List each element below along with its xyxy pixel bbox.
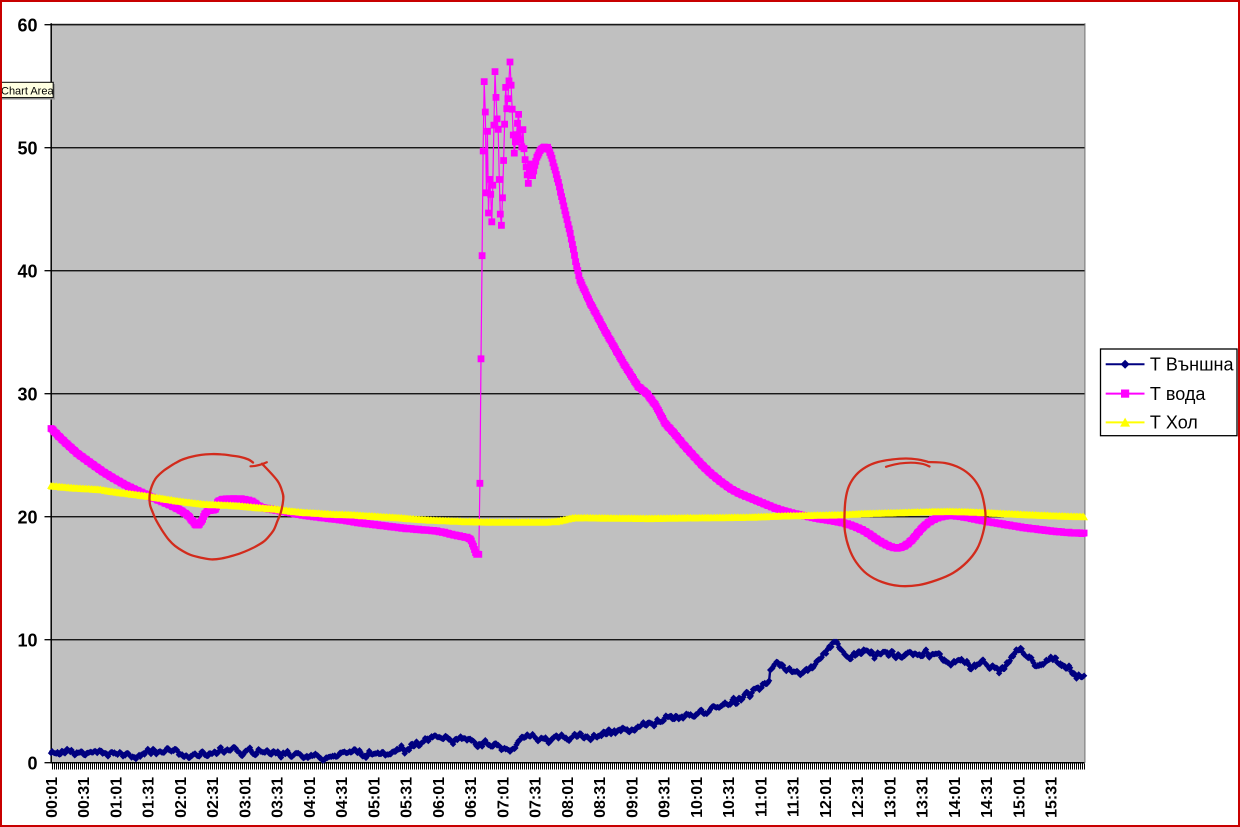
svg-text:Т Хол: Т Хол — [1150, 413, 1198, 433]
svg-text:Т вода: Т вода — [1150, 384, 1206, 404]
svg-text:08:31: 08:31 — [592, 777, 609, 818]
svg-text:05:01: 05:01 — [366, 777, 383, 818]
svg-text:10:01: 10:01 — [689, 777, 706, 818]
svg-text:08:01: 08:01 — [560, 777, 577, 818]
svg-text:11:31: 11:31 — [786, 777, 803, 817]
svg-text:20: 20 — [17, 507, 37, 527]
svg-text:11:01: 11:01 — [753, 777, 770, 817]
svg-text:15:01: 15:01 — [1011, 777, 1028, 818]
svg-text:15:31: 15:31 — [1044, 777, 1061, 818]
svg-text:0: 0 — [27, 753, 37, 773]
svg-text:06:01: 06:01 — [431, 777, 448, 818]
svg-text:04:31: 04:31 — [334, 777, 351, 818]
svg-text:07:31: 07:31 — [528, 777, 545, 818]
svg-text:10: 10 — [17, 630, 37, 650]
svg-text:12:31: 12:31 — [850, 777, 867, 818]
svg-text:40: 40 — [17, 261, 37, 281]
svg-text:00:01: 00:01 — [44, 777, 61, 818]
svg-text:13:31: 13:31 — [915, 777, 932, 818]
svg-text:02:01: 02:01 — [173, 777, 190, 818]
svg-text:09:31: 09:31 — [657, 777, 674, 818]
svg-text:07:01: 07:01 — [495, 777, 512, 818]
svg-text:00:31: 00:31 — [76, 777, 93, 818]
svg-text:06:31: 06:31 — [463, 777, 480, 818]
svg-text:13:01: 13:01 — [882, 777, 899, 818]
svg-text:03:31: 03:31 — [270, 777, 287, 818]
svg-text:02:31: 02:31 — [205, 777, 222, 818]
svg-text:60: 60 — [17, 15, 37, 35]
svg-text:Chart Area: Chart Area — [1, 85, 54, 97]
svg-text:Т Външна: Т Външна — [1150, 355, 1235, 375]
svg-text:09:01: 09:01 — [624, 777, 641, 818]
svg-text:01:01: 01:01 — [108, 777, 125, 818]
svg-text:30: 30 — [17, 384, 37, 404]
svg-text:04:01: 04:01 — [302, 777, 319, 818]
svg-text:14:01: 14:01 — [947, 777, 964, 818]
svg-text:01:31: 01:31 — [141, 777, 158, 818]
svg-text:50: 50 — [17, 138, 37, 158]
svg-text:05:31: 05:31 — [399, 777, 416, 818]
svg-text:03:01: 03:01 — [237, 777, 254, 818]
svg-text:10:31: 10:31 — [721, 777, 738, 818]
svg-text:14:31: 14:31 — [979, 777, 996, 818]
svg-text:12:01: 12:01 — [818, 777, 835, 818]
